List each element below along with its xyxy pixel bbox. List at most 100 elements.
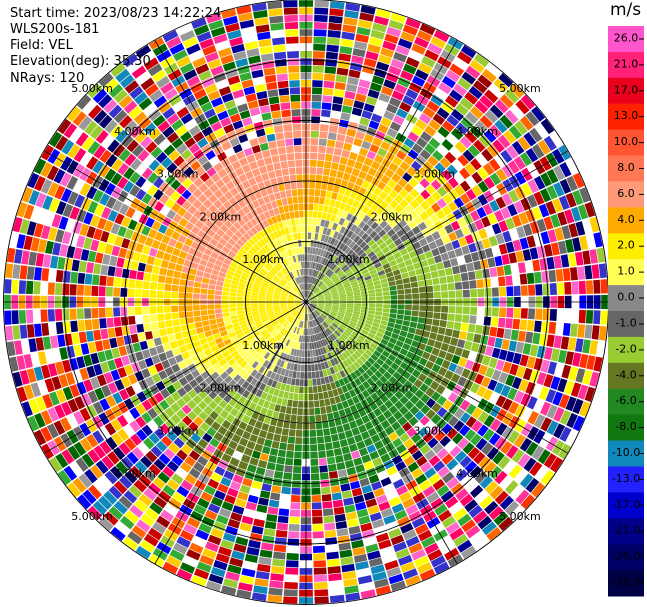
velocity-gate <box>131 525 147 539</box>
velocity-gate <box>295 303 302 306</box>
velocity-gate <box>164 283 172 291</box>
velocity-gate <box>53 420 66 435</box>
velocity-gate <box>193 384 203 395</box>
velocity-gate <box>144 507 159 521</box>
velocity-gate <box>528 308 536 320</box>
velocity-gate <box>143 154 155 167</box>
colorbar-segment <box>608 155 644 182</box>
velocity-gate <box>408 374 417 384</box>
velocity-gate <box>422 485 436 498</box>
velocity-gate <box>446 477 460 490</box>
velocity-gate <box>323 515 335 524</box>
velocity-gate <box>453 273 462 282</box>
velocity-gate <box>419 415 430 426</box>
velocity-gate <box>504 480 519 495</box>
velocity-gate <box>293 393 299 401</box>
velocity-gate <box>347 347 354 355</box>
velocity-gate <box>171 119 184 131</box>
velocity-gate <box>280 306 288 310</box>
velocity-gate <box>336 528 349 537</box>
velocity-gate <box>194 321 203 329</box>
velocity-gate <box>355 326 363 332</box>
velocity-gate <box>313 278 318 285</box>
velocity-gate <box>476 315 484 325</box>
velocity-gate <box>72 477 87 493</box>
velocity-gate <box>290 101 301 109</box>
velocity-gate <box>514 186 526 200</box>
velocity-gate <box>572 237 582 252</box>
velocity-gate <box>294 302 302 305</box>
velocity-gate <box>248 539 261 549</box>
velocity-gate <box>313 287 319 294</box>
velocity-gate <box>294 145 302 153</box>
velocity-gate <box>455 103 469 116</box>
velocity-gate <box>401 325 409 332</box>
velocity-gate <box>145 376 155 387</box>
velocity-gate <box>206 580 222 592</box>
velocity-gate <box>242 389 251 399</box>
velocity-gate <box>279 252 285 260</box>
velocity-gate <box>323 321 329 328</box>
velocity-gate <box>183 259 192 268</box>
velocity-gate <box>213 395 223 405</box>
range-ring-label: 5.00km <box>71 510 113 523</box>
velocity-gate <box>326 456 336 465</box>
velocity-gate <box>352 48 366 58</box>
velocity-gate <box>352 411 361 420</box>
velocity-gate <box>156 515 171 529</box>
velocity-gate <box>568 366 579 381</box>
velocity-gate <box>171 455 184 467</box>
velocity-gate <box>414 389 425 399</box>
velocity-gate <box>208 19 224 31</box>
velocity-gate <box>166 460 179 472</box>
velocity-gate <box>545 201 557 215</box>
velocity-gate <box>160 82 174 95</box>
velocity-gate <box>158 181 170 193</box>
velocity-gate <box>181 200 192 211</box>
velocity-gate <box>75 132 89 147</box>
velocity-gate <box>365 199 374 209</box>
velocity-gate <box>309 247 313 254</box>
velocity-gate <box>481 68 497 83</box>
velocity-gate <box>218 399 228 409</box>
velocity-gate <box>229 137 240 147</box>
colorbar-tick-label: 21.0 <box>614 57 639 70</box>
velocity-gate <box>318 282 324 288</box>
velocity-gate <box>245 355 253 363</box>
velocity-gate <box>251 184 260 193</box>
velocity-gate <box>348 336 356 343</box>
velocity-gate <box>299 217 304 225</box>
velocity-gate <box>92 189 104 203</box>
velocity-gate <box>373 350 382 358</box>
velocity-gate <box>278 87 290 96</box>
velocity-gate <box>313 255 317 262</box>
velocity-gate <box>424 250 434 259</box>
velocity-gate <box>18 280 27 294</box>
velocity-gate <box>218 546 232 557</box>
velocity-gate <box>260 204 268 213</box>
velocity-gate <box>301 357 305 365</box>
velocity-gate <box>307 306 311 313</box>
velocity-gate <box>286 145 294 154</box>
velocity-gate <box>373 487 385 498</box>
velocity-gate <box>382 262 391 270</box>
velocity-gate <box>300 320 303 328</box>
velocity-gate <box>324 161 332 169</box>
velocity-gate <box>521 407 533 422</box>
velocity-gate <box>197 264 206 272</box>
velocity-gate <box>386 103 398 114</box>
velocity-gate <box>289 211 295 219</box>
velocity-gate <box>338 53 352 62</box>
velocity-gate <box>165 418 176 430</box>
velocity-gate <box>163 305 171 313</box>
velocity-gate <box>212 233 222 242</box>
velocity-gate <box>246 154 256 164</box>
velocity-gate <box>317 443 326 451</box>
velocity-gate <box>207 58 222 70</box>
velocity-gate <box>188 467 201 479</box>
velocity-gate <box>548 321 557 335</box>
velocity-gate <box>389 395 399 405</box>
velocity-gate <box>399 385 409 395</box>
velocity-gate <box>237 377 246 386</box>
velocity-gate <box>304 276 306 283</box>
